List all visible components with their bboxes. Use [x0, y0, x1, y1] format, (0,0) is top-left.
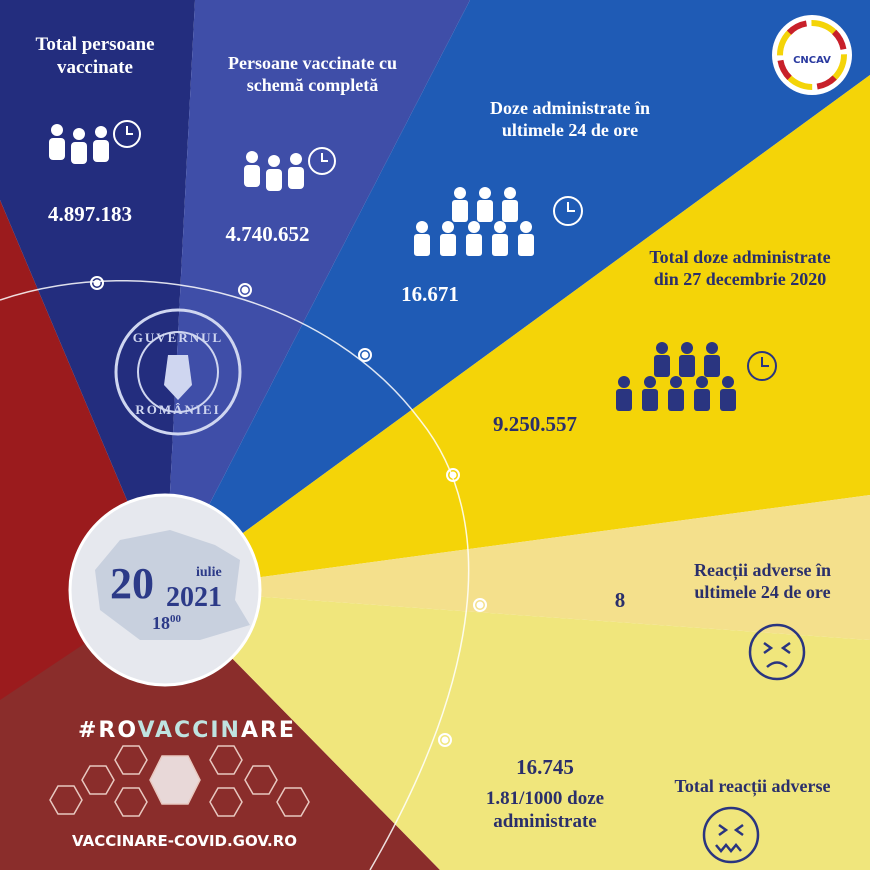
- hashtag-part1: #RO: [78, 718, 138, 743]
- wedge-light-yellow: [165, 495, 870, 640]
- stat-value-doses-24h: 16.671: [401, 282, 459, 306]
- hashtag: #ROVACCINARE: [78, 718, 296, 744]
- romania-map-icon: [95, 530, 250, 640]
- arc-line: [0, 280, 470, 870]
- crowd-clock-icon: [616, 342, 777, 411]
- date-hour: 18: [152, 613, 170, 633]
- cncav-logo-text: CNCAV: [793, 55, 831, 66]
- hexagon-icons: [49, 745, 310, 817]
- hashtag-part2: VACCIN: [137, 718, 241, 743]
- wedge-blue: [165, 0, 870, 590]
- sad-face-icon: [748, 623, 806, 681]
- date-year: 2021: [166, 582, 222, 613]
- stat-value-fully-vaccinated: 4.740.652: [225, 222, 310, 246]
- wedge-navy: [0, 0, 195, 590]
- date-month: iulie: [196, 565, 222, 580]
- seal-text-top: GUVERNUL: [132, 330, 224, 345]
- crowd-clock-icon: [414, 187, 583, 256]
- wedge-pale-yellow: [165, 590, 870, 870]
- cncav-logo: [772, 15, 852, 95]
- stat-label-total-vaccinated: Total persoane vaccinate: [35, 34, 155, 78]
- stat-value-adverse-24h: 8: [614, 588, 626, 612]
- stat-label-adverse-total: Total reacții adverse: [674, 776, 831, 796]
- website-link[interactable]: VACCINARE-COVID.GOV.RO: [72, 832, 298, 850]
- stat-adverse-rate: 1.81/1000 doze administrate: [485, 788, 605, 832]
- wedge-yellow: [165, 75, 870, 590]
- stat-label-total-doses: Total doze administrate din 27 decembrie…: [649, 247, 831, 289]
- stat-label-fully-vaccinated: Persoane vaccinate cu schemă completă: [228, 53, 397, 95]
- stat-value-total-doses: 9.250.557: [493, 412, 577, 436]
- government-seal: [114, 308, 242, 436]
- stat-value-adverse-total: 16.745: [516, 755, 574, 779]
- dizzy-face-icon: [702, 806, 760, 864]
- hashtag-part3: ARE: [240, 718, 296, 743]
- stat-value-total-vaccinated: 4.897.183: [48, 202, 132, 226]
- date-time: 1800: [152, 613, 181, 633]
- seal-text-bottom: ROMÂNIEI: [135, 402, 221, 417]
- people-clock-icon: [244, 147, 336, 191]
- arc-markers: [90, 276, 487, 747]
- stat-label-adverse-24h: Reacții adverse în ultimele 24 de ore: [694, 560, 831, 602]
- people-clock-icon: [49, 120, 141, 164]
- date-minutes: 00: [170, 613, 181, 625]
- stat-label-doses-24h: Doze administrate în ultimele 24 de ore: [490, 98, 650, 140]
- date-day: 20: [110, 559, 154, 608]
